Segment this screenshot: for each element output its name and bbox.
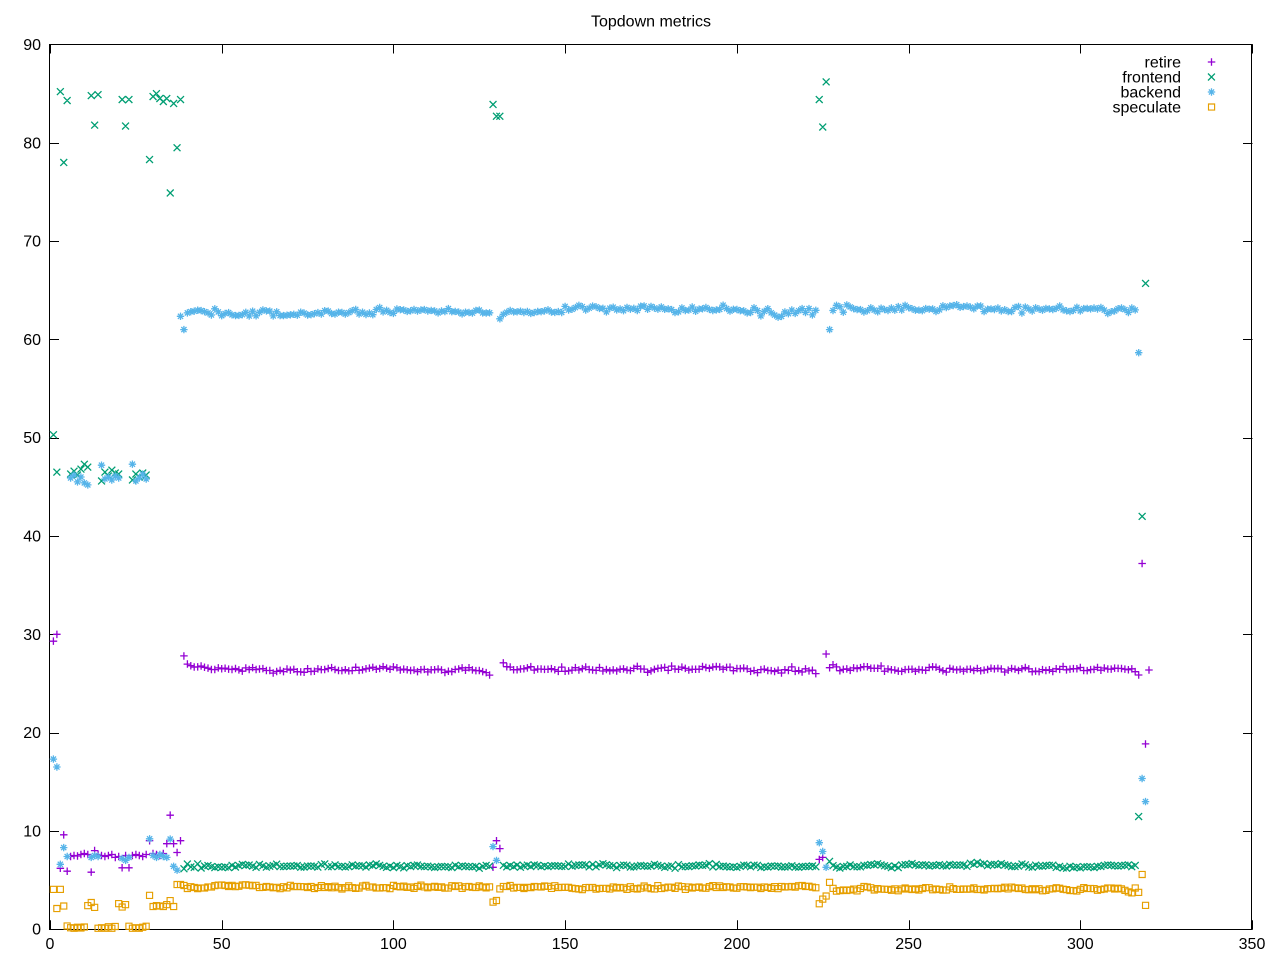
svg-text:40: 40 bbox=[23, 529, 41, 546]
svg-text:350: 350 bbox=[1239, 936, 1266, 953]
svg-text:90: 90 bbox=[23, 37, 41, 54]
svg-text:0: 0 bbox=[46, 936, 55, 953]
svg-text:20: 20 bbox=[23, 725, 41, 742]
svg-text:100: 100 bbox=[380, 936, 407, 953]
svg-text:50: 50 bbox=[213, 936, 231, 953]
svg-text:10: 10 bbox=[23, 823, 41, 840]
svg-text:backend: backend bbox=[1121, 85, 1182, 102]
svg-text:150: 150 bbox=[552, 936, 579, 953]
svg-text:70: 70 bbox=[23, 234, 41, 251]
svg-text:speculate: speculate bbox=[1113, 100, 1182, 117]
svg-text:frontend: frontend bbox=[1122, 70, 1181, 87]
svg-text:300: 300 bbox=[1067, 936, 1094, 953]
svg-text:retire: retire bbox=[1145, 55, 1182, 72]
svg-text:0: 0 bbox=[32, 922, 41, 939]
svg-text:Topdown metrics: Topdown metrics bbox=[591, 14, 711, 31]
svg-text:80: 80 bbox=[23, 135, 41, 152]
svg-text:60: 60 bbox=[23, 332, 41, 349]
svg-text:50: 50 bbox=[23, 430, 41, 447]
svg-text:250: 250 bbox=[895, 936, 922, 953]
svg-text:200: 200 bbox=[724, 936, 751, 953]
svg-text:30: 30 bbox=[23, 627, 41, 644]
